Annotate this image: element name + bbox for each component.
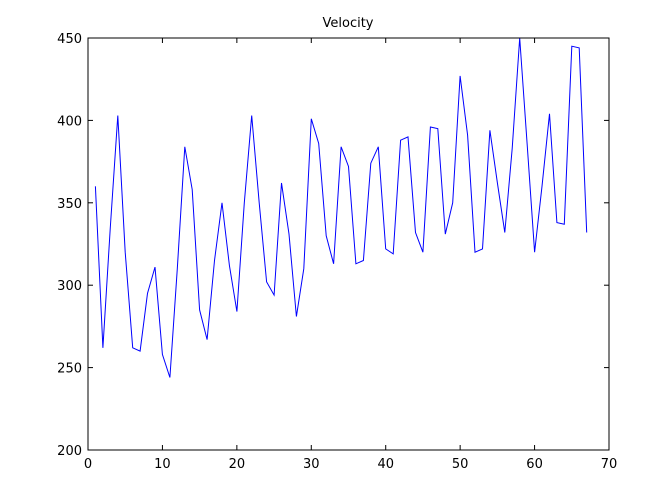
x-tick-label: 70 — [601, 457, 618, 472]
y-tick-label: 400 — [57, 114, 82, 129]
x-tick-label: 40 — [377, 457, 394, 472]
x-tick-label: 20 — [229, 457, 246, 472]
x-tick-label: 0 — [84, 457, 92, 472]
x-tick-label: 50 — [452, 457, 469, 472]
ticks: 0 10 20 30 40 50 60 70 200 250 300 350 400 450 — [57, 32, 617, 472]
series-line — [94, 37, 588, 378]
plot-frame — [87, 37, 610, 451]
x-tick-label: 60 — [526, 457, 543, 472]
plot-background — [88, 38, 609, 450]
y-tick-label: 200 — [57, 444, 82, 459]
chart-title: Velocity — [323, 16, 374, 31]
y-tick-label: 300 — [57, 279, 82, 294]
y-tick-label: 450 — [57, 32, 82, 47]
y-tick-label: 350 — [57, 197, 82, 212]
x-tick-label: 10 — [154, 457, 171, 472]
y-tick-label: 250 — [57, 362, 82, 377]
x-tick-label: 30 — [303, 457, 320, 472]
